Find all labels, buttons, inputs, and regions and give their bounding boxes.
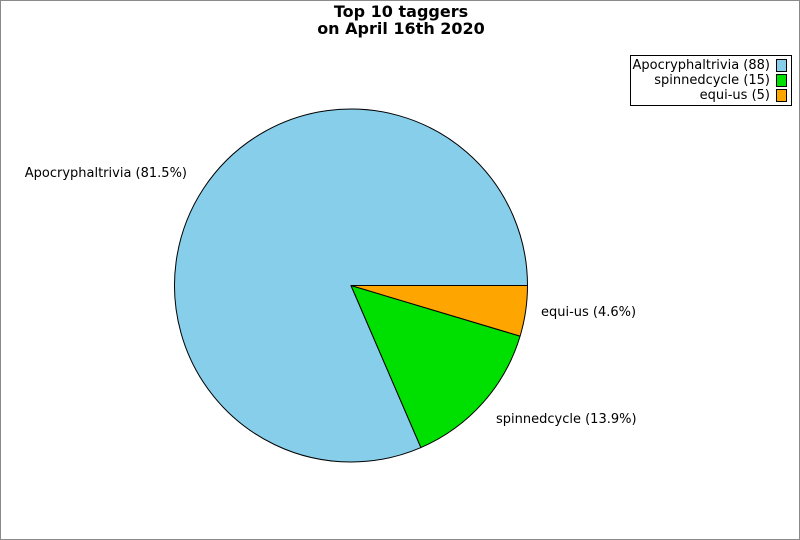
legend-swatch: [776, 74, 787, 87]
chart-title-line1: Top 10 taggers: [333, 2, 469, 21]
legend-label: spinnedcycle (15): [654, 73, 770, 88]
legend-swatch: [776, 89, 787, 102]
legend-label: equi-us (5): [699, 88, 770, 103]
chart-title-line2: on April 16th 2020: [317, 19, 485, 38]
wedge-label-equi-us: equi-us (4.6%): [541, 305, 637, 320]
legend-item: spinnedcycle (15): [635, 73, 787, 88]
legend-swatch: [776, 59, 787, 72]
chart-title: Top 10 taggers on April 16th 2020: [1, 2, 799, 38]
pie-slice-spinnedcycle: [350, 285, 521, 449]
legend-label: Apocryphaltrivia (88): [632, 58, 771, 73]
wedge-label-apocryphaltrivia: Apocryphaltrivia (81.5%): [24, 166, 187, 181]
pie-slice-equi-us: [350, 285, 528, 337]
legend-item: Apocryphaltrivia (88): [632, 58, 787, 73]
legend-item: equi-us (5): [635, 88, 787, 103]
wedge-label-spinnedcycle: spinnedcycle (13.9%): [496, 412, 637, 427]
legend: Apocryphaltrivia (88) spinnedcycle (15) …: [630, 55, 792, 106]
